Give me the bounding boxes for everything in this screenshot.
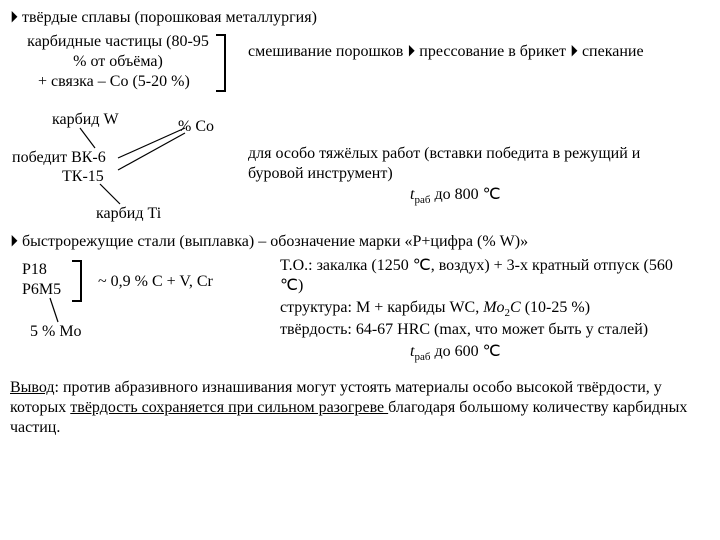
- struct-e: (10-25 %): [521, 299, 590, 316]
- section1-title: ⏵ твёрдые сплавы (порошковая металлургия…: [10, 8, 317, 28]
- struct-a: структура: М + карбиды WC,: [280, 299, 483, 316]
- s2-bracket: [72, 260, 82, 302]
- trab800: tраб до 800 ℃: [410, 185, 501, 208]
- r6m5: Р6М5: [22, 280, 61, 300]
- s1-left-line3: + связка – Co (5-20 %): [18, 72, 218, 92]
- carbide-w-label: карбид W: [52, 110, 119, 130]
- s1-left-line1: карбидные частицы (80-95: [18, 32, 218, 52]
- conclusion: Вывод: против абразивного изнашивания мо…: [10, 378, 710, 438]
- mo5: 5 % Mo: [30, 322, 82, 342]
- trab600-rest: до 600 ℃: [430, 343, 500, 360]
- struct-b: Mo: [483, 299, 504, 316]
- s1-right: смешивание порошков ⏵ прессование в брик…: [248, 42, 678, 62]
- s1-left-line2: % от объёма): [18, 52, 218, 72]
- trab600-sub: раб: [414, 351, 430, 363]
- section2-title: ⏵ быстрорежущие стали (выплавка) – обозн…: [10, 232, 528, 252]
- page: ⏵ твёрдые сплавы (порошковая металлургия…: [0, 0, 720, 540]
- conclusion-lead: Вывод: [10, 379, 55, 396]
- trab800-rest: до 800 ℃: [430, 186, 500, 203]
- struct-d: C: [510, 299, 521, 316]
- s1-left: карбидные частицы (80-95 % от объёма) + …: [18, 32, 218, 92]
- co-pct-label: % Co: [178, 117, 214, 137]
- s1-bracket: [216, 34, 226, 92]
- pobedit-label: победит ВК-6: [12, 148, 106, 168]
- carbide-ti-label: карбид Ti: [96, 204, 161, 224]
- heavy-works: для особо тяжёлых работ (вставки победит…: [248, 144, 668, 184]
- struct: структура: М + карбиды WC, Mo2C (10-25 %…: [280, 298, 700, 321]
- trab800-sub: раб: [414, 194, 430, 206]
- tk15-label: ТК-15: [62, 167, 104, 187]
- hard: твёрдость: 64-67 HRC (max, что может быт…: [280, 320, 700, 340]
- r18: Р18: [22, 260, 47, 280]
- trab600: tраб до 600 ℃: [410, 342, 501, 365]
- to: T.O.: закалка (1250 ℃, воздух) + 3-х кра…: [280, 256, 700, 296]
- vcr: ~ 0,9 % C + V, Cr: [98, 272, 213, 292]
- conclusion-emph: твёрдость сохраняется при сильном разогр…: [70, 399, 388, 416]
